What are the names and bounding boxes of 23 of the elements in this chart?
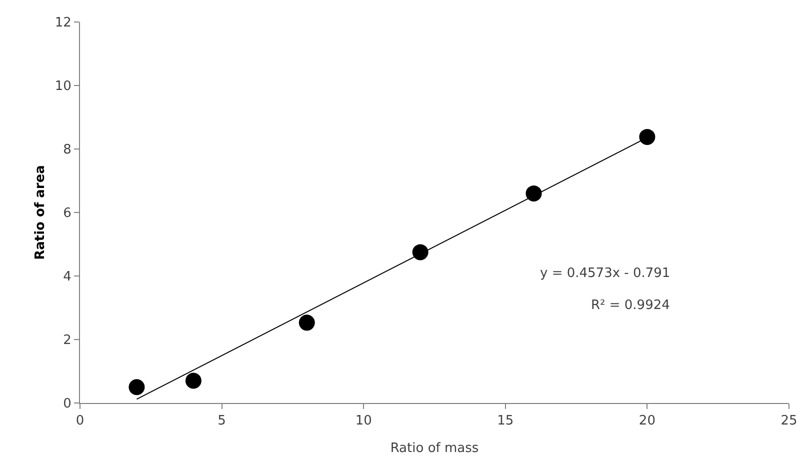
y-axis-title: Ratio of area bbox=[33, 165, 48, 260]
point bbox=[185, 372, 202, 389]
y-tick-label: 4 bbox=[63, 270, 72, 285]
annotation: y = 0.4573x - 0.791 bbox=[540, 266, 670, 281]
x-tick-label: 5 bbox=[218, 414, 226, 429]
y-tick-label: 8 bbox=[63, 142, 72, 158]
point bbox=[298, 314, 315, 331]
x-tick-label: 25 bbox=[780, 414, 798, 429]
x-tick-label: 15 bbox=[497, 414, 514, 429]
y-tick-label: 6 bbox=[63, 206, 72, 222]
point bbox=[128, 379, 145, 396]
y-tick-label: 2 bbox=[63, 333, 72, 348]
x-tick-label: 0 bbox=[76, 414, 84, 429]
x-axis-title: Ratio of mass bbox=[390, 441, 479, 456]
y-tick-label: 10 bbox=[54, 79, 72, 94]
point bbox=[526, 185, 542, 202]
annotation: R² = 0.9924 bbox=[591, 298, 670, 313]
y-tick-label: 0 bbox=[63, 396, 72, 412]
point bbox=[412, 244, 428, 260]
x-tick-label: 10 bbox=[355, 414, 372, 429]
x-tick-label: 20 bbox=[638, 414, 656, 429]
y-tick-label: 12 bbox=[54, 16, 72, 31]
point bbox=[639, 128, 656, 145]
